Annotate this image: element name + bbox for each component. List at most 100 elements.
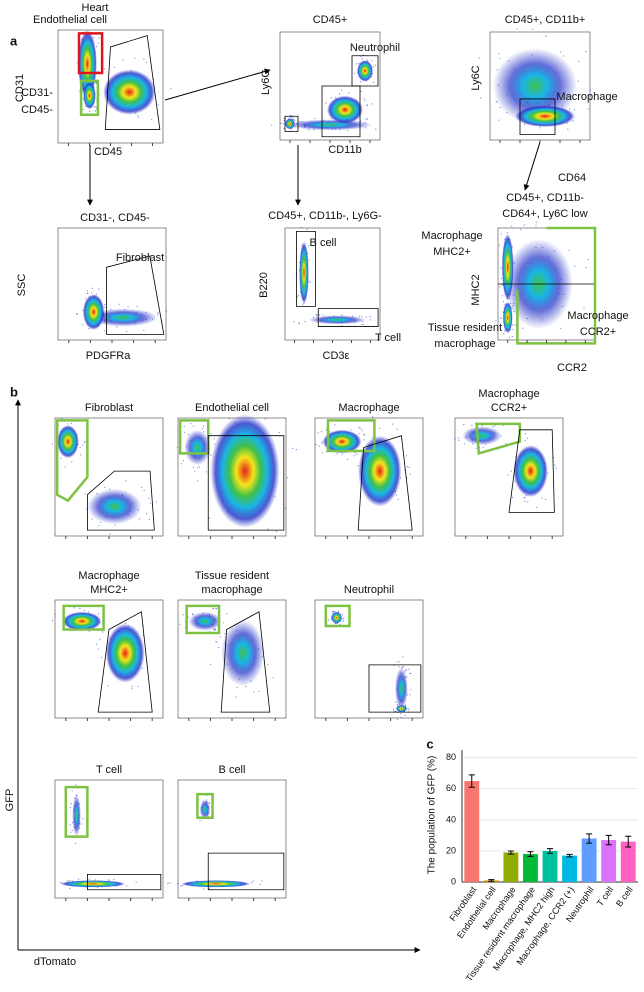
event-dot (304, 321, 306, 323)
event-dot (358, 433, 360, 435)
event-dot (371, 103, 373, 105)
axis-label: dTomato (34, 956, 76, 968)
event-dot (568, 249, 570, 252)
event-dot (454, 438, 456, 440)
event-dot (289, 116, 291, 118)
event-dot (402, 666, 405, 668)
event-dot (397, 498, 399, 500)
density-blob (60, 880, 126, 888)
event-dot (100, 521, 102, 524)
event-dot (512, 328, 514, 331)
event-dot (362, 323, 365, 326)
density-blob (103, 69, 156, 115)
event-dot (498, 119, 500, 121)
event-dot (145, 512, 148, 515)
event-dot (510, 470, 512, 472)
density-blob (105, 623, 145, 683)
event-dot (113, 66, 115, 68)
event-dot (141, 486, 143, 488)
event-dot (292, 116, 294, 119)
y-tick-label: 20 (446, 845, 456, 855)
event-dot (354, 73, 356, 75)
event-dot (343, 619, 345, 621)
event-dot (408, 466, 410, 469)
gate (79, 79, 100, 116)
event-dot (366, 59, 368, 61)
event-dot (359, 427, 361, 429)
event-dot (457, 437, 459, 439)
event-dot (104, 68, 106, 70)
plot-title: CCR2+ (491, 402, 527, 414)
event-dot (217, 647, 220, 649)
event-dot (69, 824, 71, 826)
event-dot (302, 304, 304, 306)
event-dot (500, 317, 502, 319)
event-dot (73, 607, 75, 609)
event-dot (366, 104, 368, 106)
event-dot (68, 880, 70, 882)
event-dot (306, 228, 308, 230)
plot-title: CD45+, CD11b-, Ly6G- (268, 210, 382, 222)
event-dot (66, 880, 68, 882)
event-dot (360, 90, 362, 92)
event-dot (410, 689, 412, 691)
density-blob (394, 667, 408, 710)
event-dot (405, 669, 407, 672)
event-dot (364, 100, 366, 102)
event-dot (93, 105, 95, 108)
event-dot (341, 325, 343, 327)
event-dot (176, 446, 179, 448)
x-tick-label: T cell (595, 885, 615, 908)
event-dot (361, 323, 363, 326)
event-dot (213, 629, 215, 631)
event-dot (372, 66, 375, 68)
event-dot (481, 424, 483, 427)
event-dot (539, 127, 541, 129)
gate (357, 435, 413, 531)
event-dot (190, 422, 192, 425)
event-dot (409, 694, 411, 696)
event-dot (354, 452, 356, 454)
gate (508, 429, 555, 513)
event-dot (114, 524, 116, 526)
event-dot (501, 295, 503, 297)
density-blob (513, 445, 548, 498)
gate (284, 115, 299, 132)
gate-label: Macrophage (556, 91, 617, 103)
event-dot (554, 464, 556, 466)
event-dot (145, 61, 147, 64)
plot-title: Macrophage (338, 402, 399, 414)
event-dot (95, 643, 97, 645)
event-dot (379, 427, 381, 429)
event-dot (122, 59, 124, 61)
event-dot (375, 128, 377, 130)
event-dot (334, 610, 336, 613)
event-dot (506, 111, 508, 114)
event-dot (522, 327, 524, 329)
event-dot (196, 480, 199, 482)
event-dot (498, 53, 500, 55)
panel-label: b (10, 384, 18, 399)
gate-label: Macrophage (421, 230, 482, 242)
density-blob (308, 315, 366, 325)
axis-title: The population of GFP (%) (427, 756, 438, 875)
event-dot (208, 517, 210, 519)
event-dot (67, 423, 69, 425)
event-dot (398, 661, 401, 663)
event-dot (587, 258, 589, 261)
event-dot (170, 88, 172, 90)
event-dot (361, 58, 363, 60)
event-dot (125, 330, 128, 332)
bar (620, 841, 636, 882)
gate (321, 85, 361, 138)
density-blob (87, 488, 142, 525)
y-tick-label: 40 (446, 814, 456, 824)
event-dot (286, 477, 288, 479)
event-dot (95, 82, 97, 84)
event-dot (94, 879, 96, 881)
event-dot (408, 668, 410, 670)
event-dot (210, 454, 212, 456)
event-dot (84, 493, 86, 495)
event-dot (520, 228, 522, 231)
event-dot (143, 329, 145, 331)
